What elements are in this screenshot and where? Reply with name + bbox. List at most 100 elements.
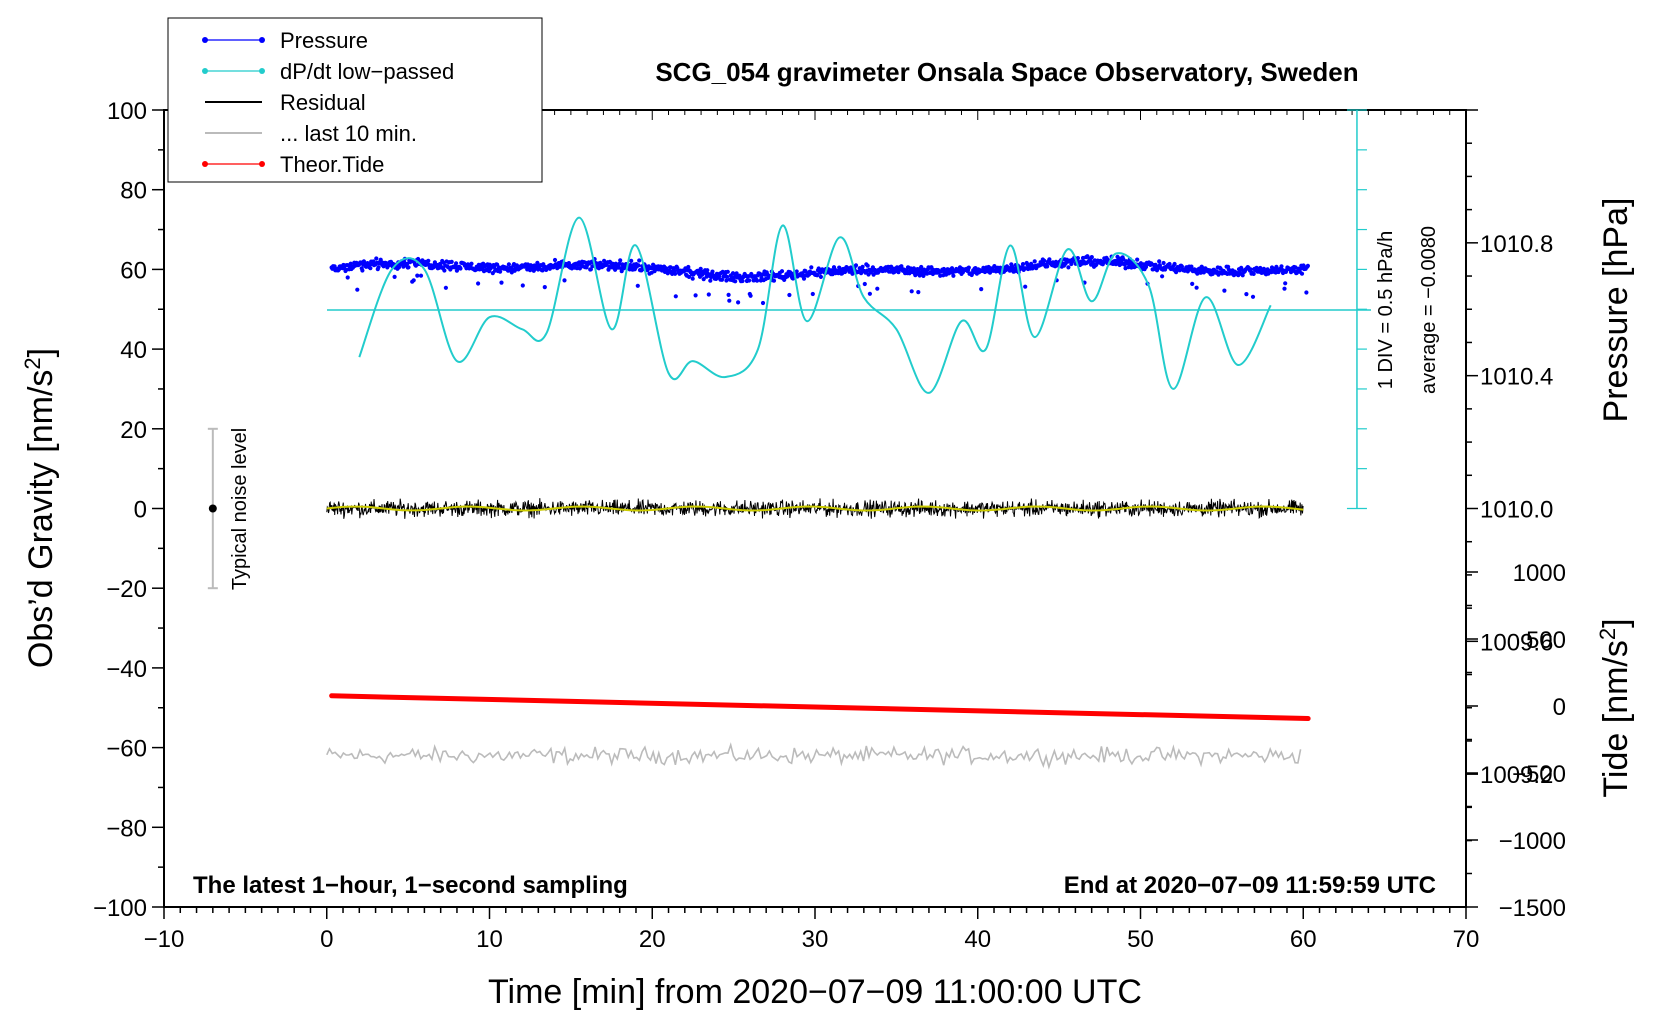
pressure-point (636, 263, 641, 268)
pressure-point (1304, 290, 1309, 295)
y-tick-label: 80 (120, 178, 147, 205)
pressure-point (442, 268, 447, 273)
legend-marker (202, 68, 208, 74)
y-tick-label: −60 (106, 736, 147, 763)
pressure-point (411, 278, 416, 283)
pressure-point (1201, 270, 1206, 275)
pressure-point (719, 277, 725, 282)
pressure-point (476, 281, 481, 286)
noise-label: Typical noise level (229, 428, 251, 590)
pressure-point (1222, 288, 1227, 293)
pressure-point (635, 283, 640, 288)
pressure-point (801, 276, 807, 281)
tide-tick-label: 0 (1553, 694, 1566, 721)
pressure-point (748, 293, 753, 298)
pressure-point (860, 264, 865, 269)
pressure-point (850, 271, 855, 276)
x-tick-label: 40 (964, 926, 991, 953)
pressure-point (1160, 274, 1165, 279)
pressure-point (865, 263, 870, 268)
pressure-point (1143, 264, 1149, 270)
pressure-point (790, 276, 796, 281)
legend-marker (259, 161, 265, 167)
pressure-point (613, 267, 618, 272)
pressure-point (951, 273, 956, 278)
pressure-point (966, 265, 971, 270)
pressure-point (787, 292, 792, 298)
pressure-point (815, 273, 820, 278)
pressure-point (1157, 259, 1162, 264)
series-pressure (329, 254, 1310, 306)
pressure-point (535, 260, 540, 265)
pressure-point (701, 277, 706, 282)
pressure-point (406, 265, 411, 270)
pressure-point (724, 278, 729, 283)
pressure-point (618, 258, 623, 263)
x-tick-label: 60 (1290, 926, 1317, 953)
pressure-point (454, 261, 459, 266)
pressure-point (1135, 257, 1140, 262)
pressure-point (1161, 260, 1166, 266)
pressure-point (911, 266, 917, 271)
pressure-point (426, 258, 431, 263)
pressure-point (803, 269, 808, 274)
pressure-point (818, 274, 824, 279)
pressure-point (590, 264, 595, 269)
tide-tick-label: −500 (1512, 761, 1566, 788)
pressure-point (779, 269, 785, 274)
tide-axis-title-text: Tide [nm/s (1597, 640, 1635, 797)
pressure-point (706, 292, 711, 297)
pressure-point (1279, 264, 1284, 269)
residual-smoothed-line (326, 505, 1304, 512)
pressure-point (794, 269, 799, 274)
pressure-point (498, 269, 503, 274)
pressure-point (552, 257, 558, 263)
pressure-point (506, 262, 511, 267)
pressure-point (1032, 259, 1037, 264)
pressure-point (469, 261, 474, 266)
pressure-axis-title: Pressure [hPa] (1597, 198, 1635, 423)
x-tick-label: 50 (1127, 926, 1154, 953)
chart-title: SCG_054 gravimeter Onsala Space Observat… (655, 57, 1358, 87)
legend-marker (202, 161, 208, 167)
pressure-point (727, 298, 732, 303)
pressure-point (705, 268, 710, 273)
pressure-point (1189, 264, 1194, 269)
series-dpdt (358, 216, 1272, 394)
legend-label: Theor.Tide (280, 152, 384, 177)
pressure-point (916, 290, 921, 295)
pressure-point (418, 273, 424, 278)
pressure-point (686, 264, 691, 270)
pressure-point (542, 285, 547, 290)
pressure-point (520, 283, 525, 288)
y-axis-tide: −1500 −1000 −500 0 500 1000 (1466, 560, 1566, 922)
pressure-point (746, 274, 751, 279)
pressure-point (853, 263, 859, 268)
pressure-point (733, 279, 738, 284)
pressure-point (629, 258, 634, 263)
pressure-point (1244, 292, 1249, 297)
pressure-point (345, 275, 350, 280)
pressure-point (867, 291, 873, 296)
x-tick-label: 20 (639, 926, 666, 953)
pressure-tick-label: 1010.8 (1480, 231, 1553, 258)
y-axis-title-sup: 2 (20, 357, 45, 369)
pressure-point (415, 273, 420, 278)
footer-right: End at 2020−07−09 11:59:59 UTC (1064, 872, 1436, 899)
pressure-point (1066, 265, 1071, 270)
pressure-tick-label: 1009.6 (1480, 629, 1553, 656)
y-axis-title-end: ] (22, 348, 60, 357)
pressure-point (332, 264, 337, 269)
pressure-point (755, 278, 760, 283)
pressure-point (810, 291, 815, 297)
pressure-point (1240, 273, 1245, 278)
y-tick-label: 20 (120, 417, 147, 444)
y-tick-label: −20 (106, 576, 147, 603)
pressure-point (577, 266, 583, 271)
pressure-point (919, 264, 924, 270)
pressure-point (449, 259, 454, 264)
x-tick-label: 70 (1453, 926, 1480, 953)
pressure-point (1075, 256, 1080, 261)
y-axis-title: Obs’d Gravity [nm/s2] (20, 348, 60, 668)
y-axis-title-text: Obs’d Gravity [nm/s (22, 370, 60, 669)
